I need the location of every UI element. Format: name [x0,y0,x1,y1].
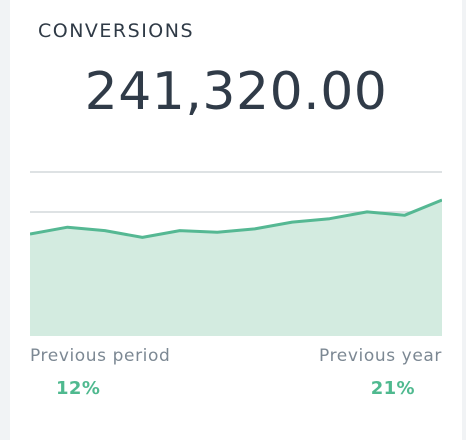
chart-series-line [30,198,442,239]
previous-year-value: 21% [370,378,415,399]
conversions-area-chart [30,171,442,336]
conversions-value: 241,320.00 [84,62,388,122]
widget-title: CONVERSIONS [38,20,195,42]
chart-area-fill [30,200,442,336]
previous-year-label: Previous year [319,346,442,366]
previous-period-value: 12% [56,378,101,399]
conversions-card: CONVERSIONS 241,320.00 Previous period 1… [10,0,462,440]
previous-period-label: Previous period [30,346,171,366]
